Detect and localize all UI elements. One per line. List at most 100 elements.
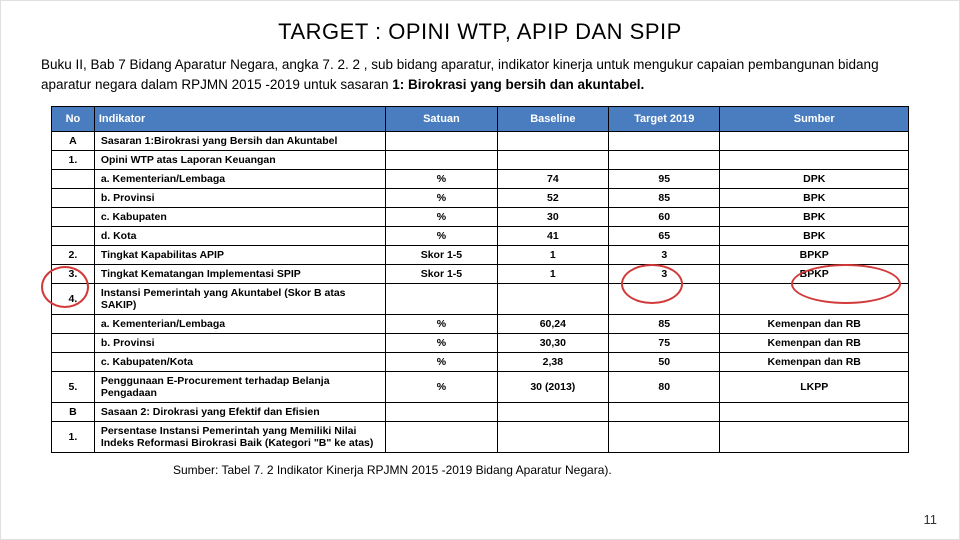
table-cell: a. Kementerian/Lembaga [94,170,385,189]
table-cell: 1. [52,422,95,453]
table-cell: 1. [52,151,95,170]
table-row: b. Provinsi%30,3075Kemenpan dan RB [52,334,909,353]
table-cell [386,151,497,170]
table-cell: 95 [609,170,720,189]
table-row: 4.Instansi Pemerintah yang Akuntabel (Sk… [52,284,909,315]
table-row: 1.Opini WTP atas Laporan Keuangan [52,151,909,170]
table-cell [609,403,720,422]
page-number: 11 [924,512,938,527]
table-cell: % [386,170,497,189]
table-cell: b. Provinsi [94,189,385,208]
table-cell: 1 [497,246,608,265]
table-cell: BPK [720,189,909,208]
table-cell: 4. [52,284,95,315]
table-cell: Kemenpan dan RB [720,315,909,334]
table-cell: Sasaan 2: Dirokrasi yang Efektif dan Efi… [94,403,385,422]
table-cell: Instansi Pemerintah yang Akuntabel (Skor… [94,284,385,315]
source-note: Sumber: Tabel 7. 2 Indikator Kinerja RPJ… [173,463,927,477]
table-row: c. Kabupaten%3060BPK [52,208,909,227]
th-indikator: Indikator [94,107,385,132]
table-row: 2.Tingkat Kapabilitas APIPSkor 1-513BPKP [52,246,909,265]
table-cell: Kemenpan dan RB [720,334,909,353]
table-cell: 80 [609,372,720,403]
table-cell: 60,24 [497,315,608,334]
table-cell: Tingkat Kematangan Implementasi SPIP [94,265,385,284]
indicator-table: No Indikator Satuan Baseline Target 2019… [51,106,909,453]
table-cell: c. Kabupaten/Kota [94,353,385,372]
table-cell: 2,38 [497,353,608,372]
table-cell [497,132,608,151]
table-cell: Skor 1-5 [386,246,497,265]
table-cell: Kemenpan dan RB [720,353,909,372]
table-cell: c. Kabupaten [94,208,385,227]
th-satuan: Satuan [386,107,497,132]
table-cell [609,151,720,170]
table-cell: LKPP [720,372,909,403]
table-row: d. Kota%4165BPK [52,227,909,246]
table-wrap: No Indikator Satuan Baseline Target 2019… [51,106,909,453]
table-cell [609,132,720,151]
table-cell: a. Kementerian/Lembaga [94,315,385,334]
table-cell: DPK [720,170,909,189]
table-cell [720,284,909,315]
table-cell: 3. [52,265,95,284]
table-cell: b. Provinsi [94,334,385,353]
table-cell [52,170,95,189]
table-cell: Penggunaan E-Procurement terhadap Belanj… [94,372,385,403]
table-row: c. Kabupaten/Kota%2,3850Kemenpan dan RB [52,353,909,372]
table-cell: 41 [497,227,608,246]
table-cell: 65 [609,227,720,246]
table-cell [386,403,497,422]
table-body: ASasaran 1:Birokrasi yang Bersih dan Aku… [52,132,909,453]
table-cell: 85 [609,315,720,334]
table-row: 5.Penggunaan E-Procurement terhadap Bela… [52,372,909,403]
th-baseline: Baseline [497,107,608,132]
slide: TARGET : OPINI WTP, APIP DAN SPIP Buku I… [0,0,960,540]
table-cell: BPKP [720,265,909,284]
table-cell: 2. [52,246,95,265]
table-cell [720,403,909,422]
table-cell: 75 [609,334,720,353]
table-cell: Sasaran 1:Birokrasi yang Bersih dan Akun… [94,132,385,151]
table-cell: 74 [497,170,608,189]
table-cell: 30,30 [497,334,608,353]
th-no: No [52,107,95,132]
table-cell: BPK [720,227,909,246]
table-cell: 52 [497,189,608,208]
table-cell [609,284,720,315]
table-cell [52,227,95,246]
table-cell: Opini WTP atas Laporan Keuangan [94,151,385,170]
table-row: b. Provinsi%5285BPK [52,189,909,208]
table-cell [720,422,909,453]
table-cell: 1 [497,265,608,284]
table-cell: 50 [609,353,720,372]
table-cell: B [52,403,95,422]
table-cell: % [386,189,497,208]
table-cell: % [386,227,497,246]
table-row: a. Kementerian/Lembaga%60,2485Kemenpan d… [52,315,909,334]
table-cell [52,315,95,334]
table-cell: 30 (2013) [497,372,608,403]
table-cell [386,422,497,453]
table-cell [52,208,95,227]
subtitle-bold: 1: Birokrasi yang bersih dan akuntabel. [392,77,644,92]
table-cell [720,132,909,151]
table-cell [609,422,720,453]
table-cell: 5. [52,372,95,403]
table-row: 3.Tingkat Kematangan Implementasi SPIPSk… [52,265,909,284]
table-cell: Persentase Instansi Pemerintah yang Memi… [94,422,385,453]
table-cell: % [386,315,497,334]
table-cell [386,284,497,315]
table-cell: 85 [609,189,720,208]
table-cell: d. Kota [94,227,385,246]
table-cell: 3 [609,265,720,284]
table-cell: 3 [609,246,720,265]
table-cell: 60 [609,208,720,227]
slide-title: TARGET : OPINI WTP, APIP DAN SPIP [33,19,927,45]
table-cell: Tingkat Kapabilitas APIP [94,246,385,265]
table-cell [52,189,95,208]
table-cell: A [52,132,95,151]
table-row: 1.Persentase Instansi Pemerintah yang Me… [52,422,909,453]
table-cell [497,422,608,453]
table-cell: Skor 1-5 [386,265,497,284]
